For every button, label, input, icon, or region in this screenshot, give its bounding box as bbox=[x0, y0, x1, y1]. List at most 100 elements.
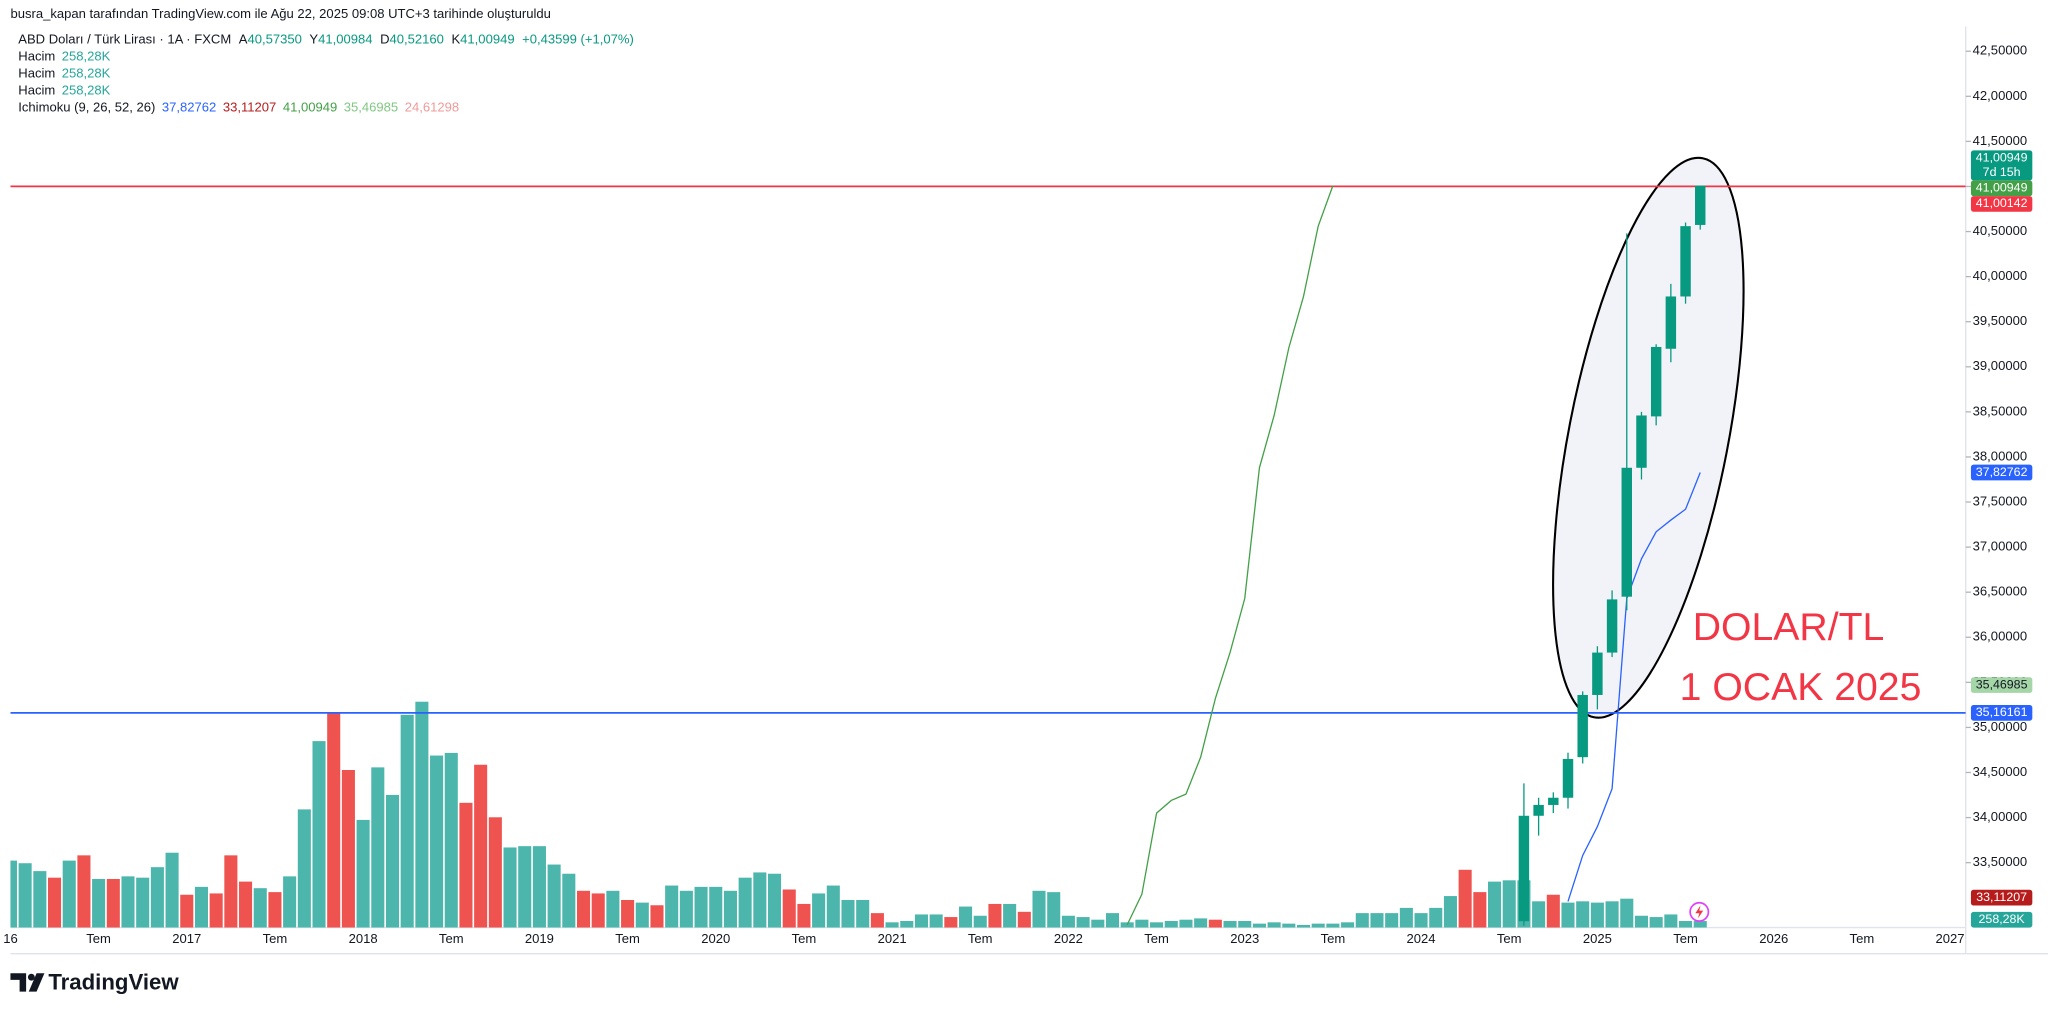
plot-area bbox=[10, 156, 1966, 928]
x-tick-label: Tem bbox=[1144, 931, 1169, 946]
volume-bar bbox=[797, 903, 811, 928]
ohlc-value: 40,52160 bbox=[390, 32, 444, 47]
volume-bar bbox=[576, 890, 591, 928]
volume-bar bbox=[1194, 918, 1208, 928]
x-tick-label: Tem bbox=[1497, 931, 1522, 946]
volume-bar bbox=[723, 890, 737, 928]
volume-label-box bbox=[1970, 911, 2033, 928]
ellipse-drawing bbox=[1552, 156, 1745, 719]
volume-bar bbox=[1561, 902, 1575, 928]
volume-bar bbox=[1179, 919, 1193, 928]
y-tick-label: 40,00000 bbox=[1973, 268, 2027, 283]
x-tick-label: 2018 bbox=[349, 931, 378, 946]
volume-bar bbox=[944, 917, 958, 928]
volume-bar bbox=[385, 794, 400, 928]
symbol: ABD Doları / Türk Lirası · 1A · FXCM bbox=[18, 32, 231, 47]
volume-bar bbox=[959, 906, 973, 928]
logo-shape bbox=[27, 973, 35, 981]
volume-legend: Hacim 258,28K bbox=[18, 83, 110, 98]
x-tick-label: 2020 bbox=[701, 931, 730, 946]
volume-bar bbox=[415, 701, 429, 928]
volume-bar bbox=[1429, 907, 1443, 928]
candle-body bbox=[1577, 694, 1588, 758]
volume-bar bbox=[988, 903, 1002, 928]
volume-bar bbox=[1296, 924, 1311, 928]
volume-name: Hacim bbox=[18, 83, 55, 98]
ichimoku-value: 37,82762 bbox=[162, 100, 216, 115]
x-tick-label: Tem bbox=[615, 931, 640, 946]
volume-bar bbox=[518, 846, 532, 928]
volume-bar bbox=[283, 876, 297, 928]
y-tick-label: 42,00000 bbox=[1973, 88, 2027, 103]
price-label: 33,11207 bbox=[1976, 890, 2027, 904]
volume-bar bbox=[209, 893, 223, 928]
volume-bar bbox=[77, 855, 91, 928]
event-icon-bolt bbox=[1695, 905, 1704, 919]
volume-bar bbox=[1091, 919, 1105, 928]
price-label: 41,00949 bbox=[1976, 151, 2028, 165]
y-tick-label: 41,50000 bbox=[1973, 133, 2027, 148]
volume-bar bbox=[1017, 911, 1031, 928]
volume-bar bbox=[297, 809, 311, 928]
volume-bar bbox=[62, 860, 76, 928]
price-label-box bbox=[1970, 705, 2033, 721]
candle-body bbox=[1695, 185, 1706, 225]
volume-bar bbox=[929, 914, 943, 928]
volume-bar bbox=[18, 863, 32, 928]
candle-body bbox=[1592, 652, 1603, 695]
volume-bar bbox=[665, 885, 679, 928]
volume-bar bbox=[1458, 869, 1472, 928]
volume-bar bbox=[1649, 917, 1663, 928]
volume-bar bbox=[136, 877, 150, 928]
price-label: 35,46985 bbox=[1976, 677, 2028, 691]
volume-bar bbox=[165, 852, 179, 928]
volume-bar bbox=[1385, 913, 1399, 928]
volume-bar bbox=[341, 770, 355, 928]
volume-bar bbox=[1546, 894, 1560, 928]
volume-bar bbox=[1105, 913, 1120, 928]
volume-bar bbox=[474, 764, 488, 928]
volume-bar bbox=[327, 712, 341, 928]
volume-bar bbox=[812, 893, 826, 928]
volume-bar bbox=[1532, 901, 1546, 928]
candle-body bbox=[1533, 804, 1544, 816]
x-tick-label: Tem bbox=[1850, 931, 1875, 946]
ichimoku-legend: Ichimoku (9, 26, 52, 26) 37,82762 33,11207… bbox=[18, 100, 459, 115]
volume-bar bbox=[1590, 902, 1604, 928]
ichimoku-value: 41,00949 bbox=[283, 100, 337, 115]
x-tick-label: 2022 bbox=[1054, 931, 1083, 946]
volume-bar bbox=[48, 877, 62, 928]
brand: TradingView bbox=[48, 970, 179, 995]
price-label-box bbox=[1970, 889, 2033, 906]
volume-bar bbox=[679, 890, 693, 928]
volume-bar bbox=[591, 893, 605, 928]
volume-bar bbox=[914, 914, 928, 928]
y-tick-label: 39,50000 bbox=[1973, 313, 2027, 328]
volume-bar bbox=[180, 894, 194, 928]
ohlc-value: 40,57350 bbox=[247, 32, 301, 47]
y-tick-label: 36,00000 bbox=[1973, 629, 2027, 644]
volume-bar bbox=[606, 890, 620, 928]
brand-logo: TradingView bbox=[10, 970, 179, 995]
volume-value: 258,28K bbox=[62, 49, 111, 64]
volume-bar bbox=[400, 714, 414, 928]
annotation: DOLAR/TL bbox=[1693, 606, 1885, 649]
x-tick-label: Tem bbox=[1321, 931, 1346, 946]
y-tick-label: 34,50000 bbox=[1973, 764, 2027, 779]
volume-bar bbox=[1664, 914, 1678, 928]
x-tick-label: 2025 bbox=[1583, 931, 1612, 946]
volume-bar bbox=[1693, 921, 1707, 928]
y-tick-label: 38,50000 bbox=[1973, 403, 2027, 418]
volume-bar bbox=[1311, 923, 1325, 928]
volume-bar bbox=[1679, 921, 1693, 928]
price-label-note: 7d 15h bbox=[1983, 165, 2021, 179]
volume-bar bbox=[10, 860, 17, 928]
volume-bar bbox=[1032, 890, 1046, 928]
volume-bar bbox=[694, 886, 708, 928]
volume-bar bbox=[1076, 917, 1090, 928]
x-tick-label: Tem bbox=[968, 931, 993, 946]
x-tick-label: 16 bbox=[3, 931, 18, 946]
volume-bar bbox=[621, 899, 635, 928]
volume-bar bbox=[1341, 922, 1355, 928]
